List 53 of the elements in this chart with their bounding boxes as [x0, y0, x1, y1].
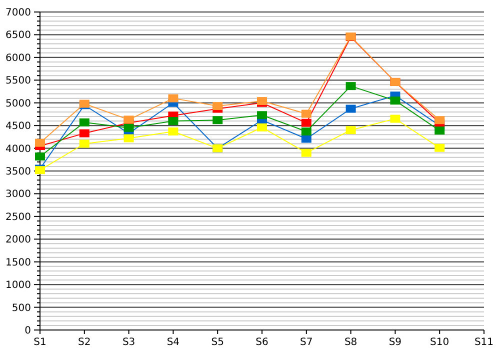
y-tick-label: 4000	[6, 144, 31, 155]
point	[124, 124, 134, 132]
x-tick-label: S6	[256, 337, 268, 348]
x-tick-label: S4	[166, 337, 180, 348]
point	[346, 104, 356, 113]
point	[168, 94, 178, 102]
y-tick-label: 6000	[6, 52, 31, 64]
x-tick-label: S5	[211, 337, 224, 348]
y-tick-label: 2500	[6, 212, 31, 223]
point	[434, 126, 445, 135]
y-tick-label: 3500	[6, 166, 31, 178]
point	[346, 82, 356, 90]
point	[390, 96, 400, 105]
y-tick-label: 6500	[6, 30, 31, 42]
point	[79, 140, 90, 148]
point	[301, 118, 312, 127]
y-tick-label: 4500	[6, 121, 31, 132]
point	[212, 102, 223, 110]
point	[168, 127, 178, 136]
x-tick-label: S7	[300, 337, 313, 348]
point	[35, 152, 45, 160]
point	[257, 123, 267, 132]
point	[168, 117, 178, 126]
x-tick-label: S2	[78, 337, 91, 348]
x-tick-label: S9	[388, 337, 402, 348]
point	[212, 116, 223, 124]
point	[79, 118, 90, 126]
y-tick-label: 3000	[6, 189, 31, 200]
x-tick-label: S3	[122, 337, 136, 348]
y-tick-label: 0	[24, 326, 31, 336]
point	[301, 148, 312, 157]
y-tick-label: 2000	[6, 234, 31, 246]
y-tick-label: 1000	[6, 280, 31, 292]
point	[301, 127, 312, 136]
x-tick-label: S10	[430, 337, 450, 348]
point	[301, 110, 312, 118]
point	[434, 116, 445, 124]
y-tick-label: 500	[12, 302, 31, 314]
x-tick-label: S8	[344, 337, 358, 348]
y-tick-label: 5500	[6, 76, 31, 87]
y-tick-label: 7000	[6, 8, 31, 18]
point	[434, 144, 445, 152]
point	[390, 114, 400, 123]
y-tick-label: 5000	[6, 98, 31, 110]
point	[257, 111, 267, 120]
point	[346, 126, 356, 134]
point	[124, 134, 134, 142]
y-tick-label: 1500	[6, 257, 31, 268]
point	[35, 138, 45, 147]
point	[79, 129, 90, 138]
x-tick-label: S11	[474, 337, 494, 348]
x-tick-label: S1	[34, 337, 46, 348]
point	[124, 116, 134, 124]
